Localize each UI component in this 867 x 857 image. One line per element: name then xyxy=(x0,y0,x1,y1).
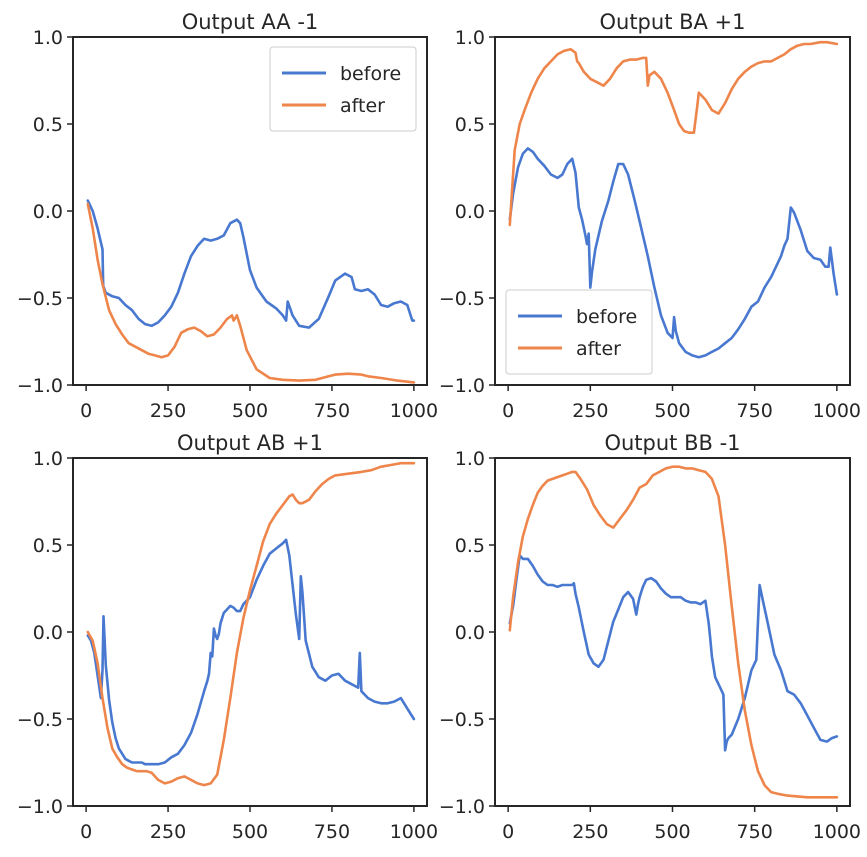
x-tick-label: 250 xyxy=(150,821,186,843)
series-line-before xyxy=(86,199,416,329)
chart-panel-2: Output BA +1 0 250 500 750 1000 −1.0 −0.5 0.0 0.5… xyxy=(439,10,861,422)
legend-label-after: after xyxy=(576,338,621,360)
y-tick-label: 0.5 xyxy=(455,114,485,136)
x-tick-label: 750 xyxy=(314,400,350,422)
y-tick-label: 0.0 xyxy=(33,201,63,223)
x-tick-label: 250 xyxy=(150,400,186,422)
legend-label-after: after xyxy=(340,95,385,117)
y-tick-label: 0.0 xyxy=(455,622,485,644)
y-tick-label: 0.0 xyxy=(33,622,63,644)
y-tick-label: 1.0 xyxy=(33,27,63,49)
legend: before after xyxy=(269,46,417,132)
x-tick-label: 750 xyxy=(314,821,350,843)
x-tick-label: 0 xyxy=(502,400,514,422)
y-tick-label: −0.5 xyxy=(439,288,485,310)
series-line-after xyxy=(86,461,416,787)
x-tick-label: 500 xyxy=(654,400,690,422)
chart-title: Output AB +1 xyxy=(177,431,323,455)
y-tick-label: −1.0 xyxy=(439,796,485,818)
x-tick-label: 750 xyxy=(737,400,773,422)
legend-box xyxy=(269,46,417,132)
y-tick-label: −1.0 xyxy=(17,796,63,818)
x-tick-label: 1000 xyxy=(813,821,861,843)
x-tick-label: 0 xyxy=(80,400,92,422)
series-line-after xyxy=(508,465,839,799)
y-tick-label: 1.0 xyxy=(33,448,63,470)
chart-title: Output AA -1 xyxy=(182,10,319,34)
y-tick-label: 0.5 xyxy=(455,535,485,557)
chart-title: Output BA +1 xyxy=(599,10,745,34)
x-tick-label: 500 xyxy=(232,821,268,843)
x-tick-label: 0 xyxy=(80,821,92,843)
x-tick-label: 500 xyxy=(654,821,690,843)
x-tick-label: 250 xyxy=(572,821,608,843)
x-tick-label: 0 xyxy=(502,821,514,843)
y-tick-label: −1.0 xyxy=(439,375,485,397)
y-tick-label: 1.0 xyxy=(455,27,485,49)
x-tick-label: 1000 xyxy=(390,400,438,422)
chart-panel-3: Output AB +1 0 250 500 750 1000 −1.0 −0.5 0.0 0.5… xyxy=(17,431,438,843)
x-tick-label: 500 xyxy=(232,400,268,422)
legend-label-before: before xyxy=(576,306,637,328)
y-tick-label: 0.0 xyxy=(455,201,485,223)
plot-frame xyxy=(494,457,851,807)
chart-title: Output BB -1 xyxy=(604,431,740,455)
series-line-before xyxy=(508,554,839,752)
x-tick-label: 1000 xyxy=(813,400,861,422)
y-tick-label: 0.5 xyxy=(33,535,63,557)
y-tick-label: −0.5 xyxy=(17,709,63,731)
legend-box xyxy=(505,289,653,375)
y-tick-label: −1.0 xyxy=(17,375,63,397)
plot-frame xyxy=(72,457,428,807)
x-tick-label: 250 xyxy=(572,400,608,422)
chart-panel-4: Output BB -1 0 250 500 750 1000 −1.0 −0.5 0.0 0.5… xyxy=(439,431,861,843)
x-tick-label: 750 xyxy=(737,821,773,843)
legend: before after xyxy=(505,289,653,375)
series-line-after xyxy=(86,202,416,384)
series-line-before xyxy=(508,147,839,359)
chart-panel-1: Output AA -1 0 250 500 750 1000 −1.0 −0.5 0.0 0.5… xyxy=(17,10,438,422)
y-tick-label: 1.0 xyxy=(455,448,485,470)
series-line-after xyxy=(508,40,839,227)
y-tick-label: −0.5 xyxy=(17,288,63,310)
x-tick-label: 1000 xyxy=(390,821,438,843)
y-tick-label: 0.5 xyxy=(33,114,63,136)
series-line-before xyxy=(86,538,416,766)
legend-label-before: before xyxy=(340,63,401,85)
y-tick-label: −0.5 xyxy=(439,709,485,731)
